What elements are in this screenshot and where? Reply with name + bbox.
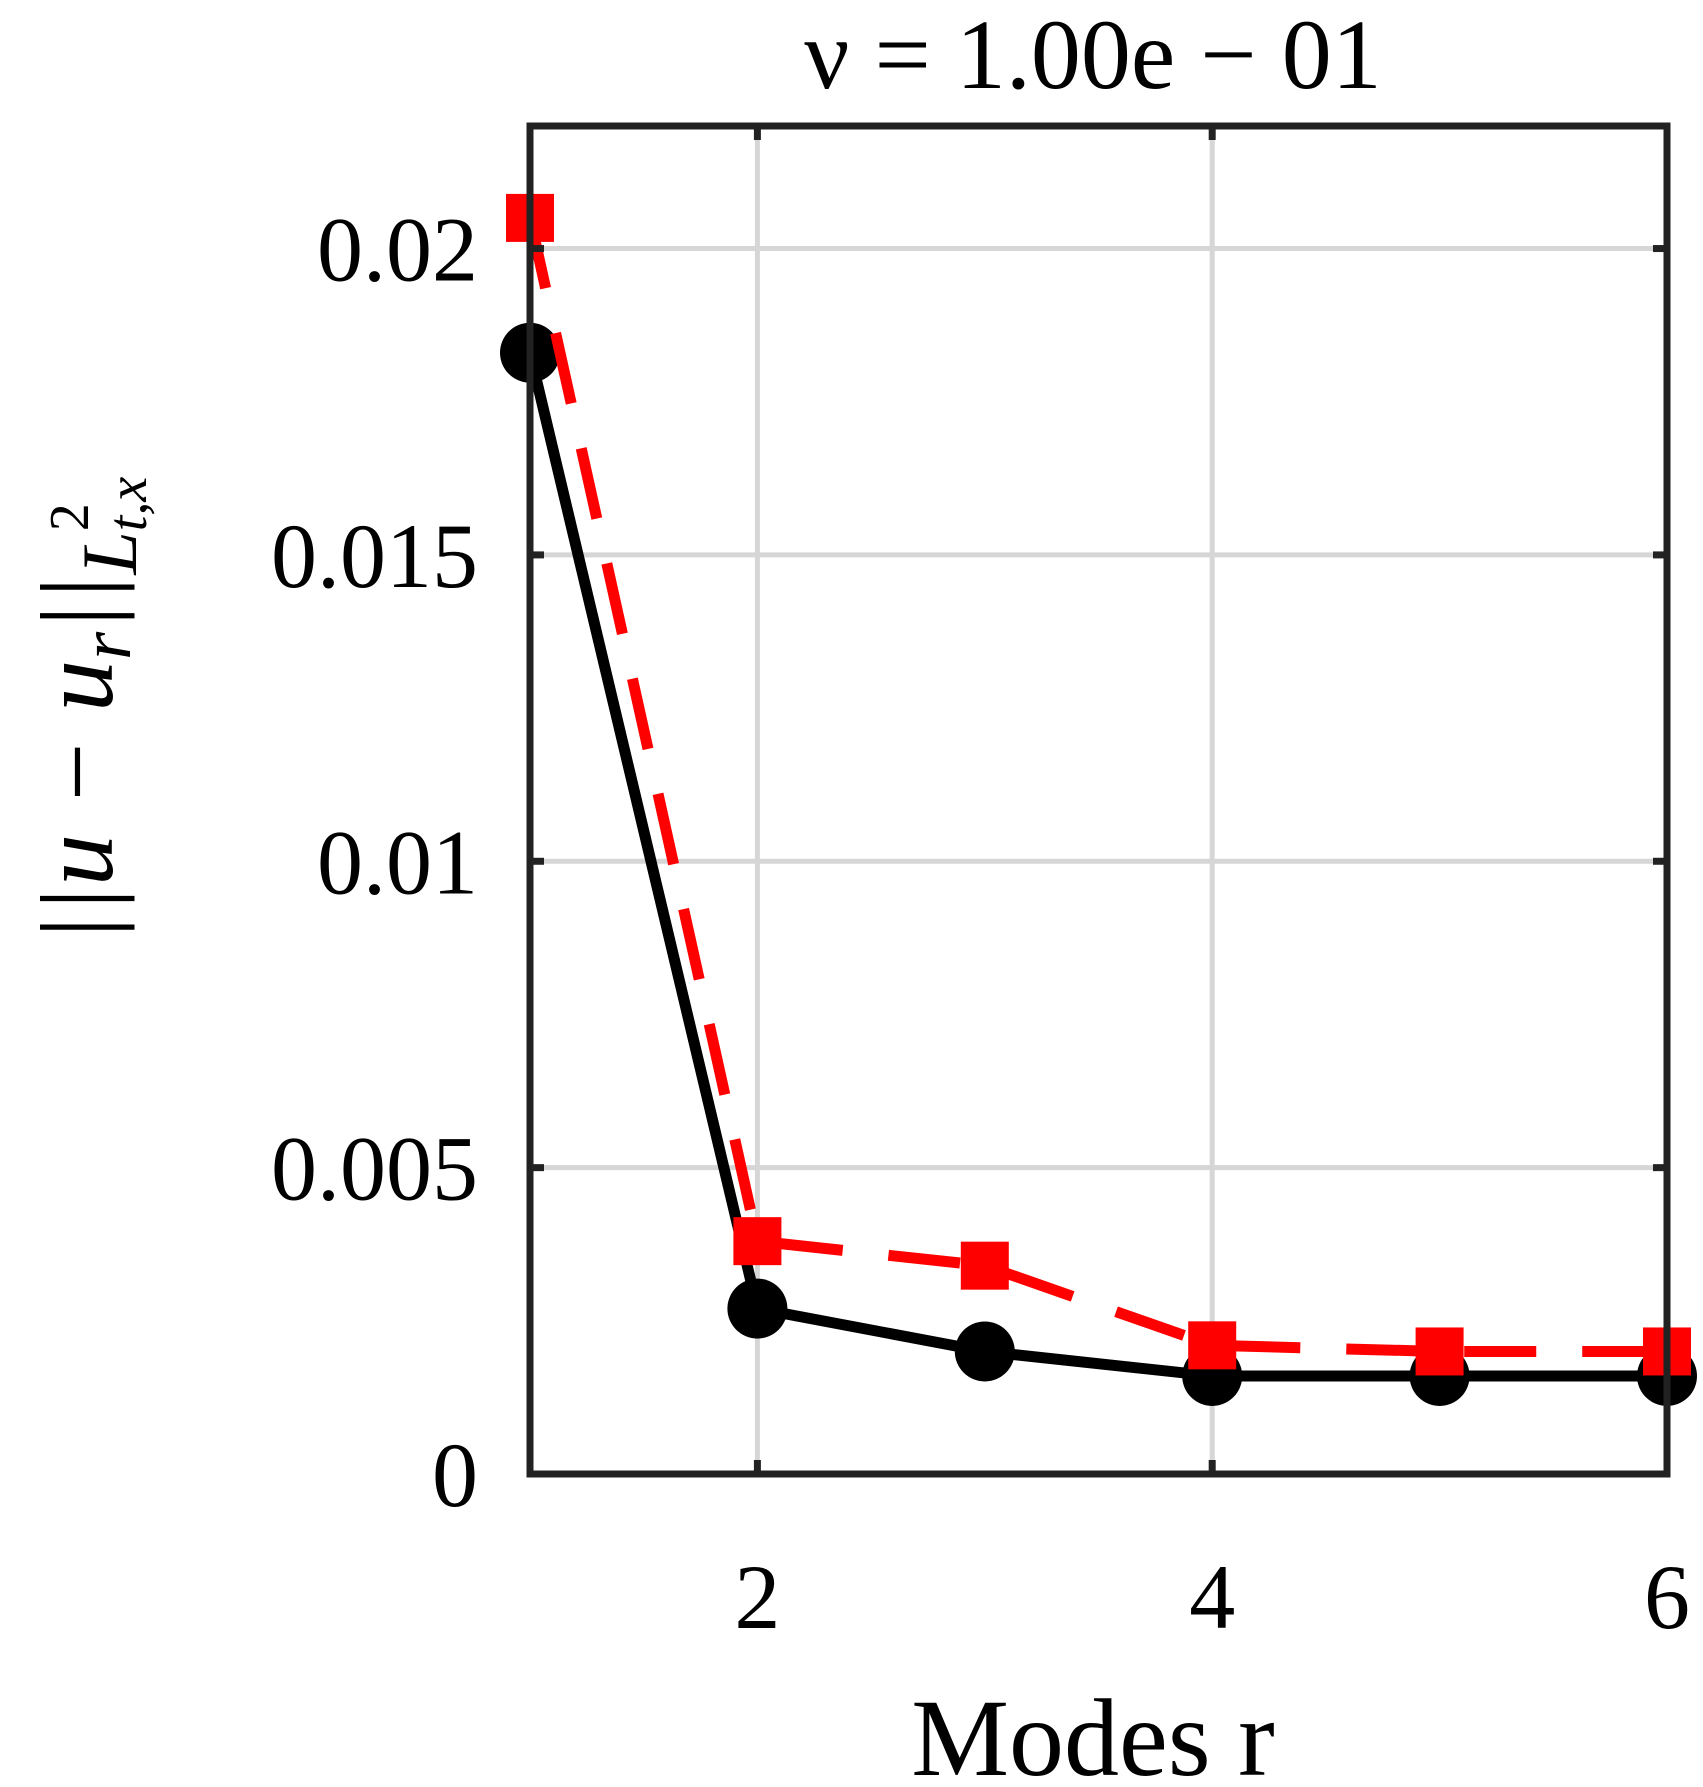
axes-frame bbox=[526, 122, 1671, 1478]
y-tick-label: 0.005 bbox=[271, 1118, 478, 1220]
svg-text:||u − ur||L2t,x: ||u − ur||L2t,x bbox=[20, 477, 159, 944]
series-layer bbox=[500, 193, 1697, 1406]
data-point-circle bbox=[727, 1278, 788, 1339]
y-tick-labels: 0 0.005 0.01 0.015 0.02 bbox=[271, 199, 478, 1526]
data-point-square bbox=[1188, 1321, 1237, 1370]
data-point-square bbox=[960, 1241, 1009, 1290]
y-tick-label: 0.02 bbox=[317, 199, 478, 301]
x-axis-label: Modes r bbox=[911, 1677, 1275, 1787]
y-tick-label: 0.01 bbox=[317, 811, 478, 913]
data-point-square bbox=[1415, 1327, 1464, 1376]
grid bbox=[530, 126, 1670, 1477]
x-tick-label: 6 bbox=[1644, 1546, 1690, 1648]
chart-title: ν = 1.00e − 01 bbox=[804, 0, 1381, 110]
y-label-sup: 2 bbox=[39, 503, 101, 531]
y-label-main: ||u − u bbox=[20, 660, 135, 943]
series-line bbox=[524, 351, 1667, 1382]
ticks bbox=[530, 126, 1671, 1478]
series-1 bbox=[506, 193, 1691, 1376]
y-tick-label: 0 bbox=[432, 1424, 478, 1526]
y-axis-label: ||u − ur||L2t,x bbox=[20, 477, 159, 944]
data-point-square bbox=[733, 1217, 782, 1266]
series-0 bbox=[500, 322, 1697, 1406]
y-label-script-l: L bbox=[66, 531, 153, 575]
y-label-sub-r: r bbox=[66, 631, 146, 660]
y-label-after: || bbox=[20, 575, 135, 632]
y-tick-label: 0.015 bbox=[271, 505, 478, 607]
series-line bbox=[524, 216, 1667, 1357]
x-tick-label: 4 bbox=[1189, 1546, 1235, 1648]
x-tick-label: 2 bbox=[734, 1546, 780, 1648]
y-label-sub: t,x bbox=[97, 477, 159, 532]
x-tick-labels: 2 4 6 bbox=[734, 1546, 1690, 1648]
data-point-circle bbox=[954, 1321, 1015, 1382]
